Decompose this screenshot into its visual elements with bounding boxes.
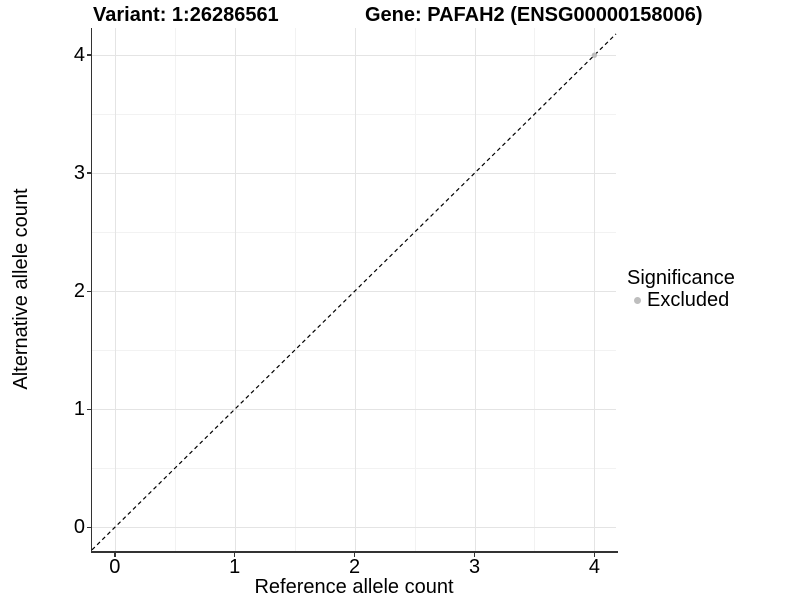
y-tick-label: 1 [73,398,85,421]
y-gridline [92,409,616,411]
x-tick-mark [593,553,596,557]
y-tick-label: 2 [73,280,85,303]
x-minor-gridline [294,28,296,551]
y-tick-mark [87,526,91,529]
legend-item-label: Excluded [647,289,730,311]
identity-line [91,33,617,551]
y-tick-mark [87,290,91,293]
y-gridline [92,173,616,175]
x-minor-gridline [414,28,416,551]
x-gridline [594,28,596,551]
y-tick-mark [87,408,91,411]
y-tick-mark [87,54,91,56]
x-tick-mark [114,553,116,557]
legend: Significance Excluded [627,267,735,311]
x-tick-label: 3 [468,556,481,578]
legend-item-excluded: Excluded [627,289,735,311]
x-axis-title: Reference allele count [254,576,454,598]
y-tick-mark [87,172,91,174]
y-tick-label: 3 [73,162,85,185]
y-minor-gridline [92,114,616,116]
x-gridline [114,28,116,551]
x-tick-label: 2 [349,556,361,578]
x-tick-label: 1 [229,556,241,578]
x-axis-line [90,551,618,553]
y-tick-label: 4 [73,44,85,67]
y-axis-line [90,28,92,553]
x-minor-gridline [534,28,536,551]
y-minor-gridline [92,232,616,234]
plot-panel [91,28,617,551]
y-axis-title: Alternative allele count [10,188,32,390]
x-tick-label: 4 [588,556,600,578]
x-tick-mark [233,553,236,557]
y-minor-gridline [92,468,616,470]
x-gridline [354,28,356,551]
x-tick-mark [353,553,356,557]
x-gridline [234,28,236,551]
x-tick-label: 0 [109,556,121,578]
x-tick-mark [473,553,476,557]
x-gridline [474,28,476,551]
data-point [591,52,598,58]
y-minor-gridline [92,350,616,352]
legend-title: Significance [627,267,735,289]
y-gridline [92,55,616,57]
x-minor-gridline [174,28,176,551]
plot-overlay [91,33,617,551]
variant-title: Variant: 1:26286561 [93,4,279,26]
y-gridline [92,527,616,529]
y-tick-label: 0 [73,516,85,539]
gene-title: Gene: PAFAH2 (ENSG00000158006) [365,4,703,26]
legend-point-icon [634,296,641,304]
